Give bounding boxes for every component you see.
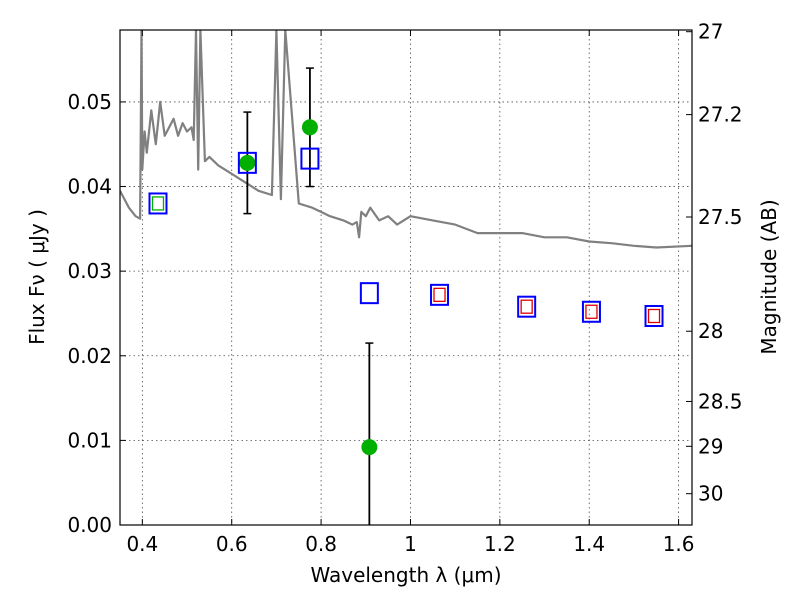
grid-lines: [120, 30, 692, 525]
model-spectrum-line: [120, 30, 692, 249]
model-photometry-square: [237, 151, 257, 174]
y2-tick-label: 29: [698, 434, 723, 458]
x-tick-label: 0.6: [216, 532, 248, 556]
y-tick-label: 0.03: [67, 259, 112, 283]
y-axis-title: Flux Fν ( μJy ): [25, 209, 49, 345]
model-photometry-square: [644, 305, 664, 327]
y2-axis-title: Magnitude (AB): [757, 199, 781, 354]
model-photometry-square: [430, 283, 450, 306]
x-tick-label: 1.6: [663, 532, 695, 556]
model-photometry-square: [148, 192, 168, 215]
inner-photometry-square: [151, 196, 165, 211]
y2-tick-label: 27: [698, 20, 723, 44]
model-photometry-square: [300, 147, 320, 170]
inner-photometry-square: [433, 287, 446, 302]
inner-photometry-square: [520, 299, 533, 314]
inner-photometry-square: [647, 308, 661, 324]
y2-tick-label: 27.5: [698, 205, 743, 229]
observed-point: [361, 439, 378, 456]
y2-tick-label: 27.2: [698, 103, 743, 127]
observed-point: [239, 154, 256, 171]
y-tick-label: 0.00: [67, 513, 112, 537]
y-tick-label: 0.02: [67, 344, 112, 368]
x-tick-label: 1.4: [573, 532, 605, 556]
inner-photometry-square: [585, 304, 598, 319]
tick-layer: 0.4 0.6 0.8 1 1.2 1.4 1.6 0.00 0.01 0.02 0.03 0.04 0…: [67, 20, 742, 556]
model-photometry-square: [359, 282, 379, 305]
plot-frame: [119, 29, 693, 526]
series-layer: [120, 30, 692, 525]
y2-tick-label: 30: [698, 482, 723, 506]
x-axis-title: Wavelength λ (μm): [310, 563, 501, 587]
y2-tick-label: 28: [698, 319, 723, 343]
x-tick-label: 1: [404, 532, 417, 556]
x-tick-label: 0.4: [126, 532, 158, 556]
y-tick-label: 0.04: [67, 175, 112, 199]
model-photometry-square: [517, 295, 537, 318]
y-tick-label: 0.05: [67, 90, 112, 114]
y-tick-label: 0.01: [67, 428, 112, 452]
x-tick-label: 0.8: [305, 532, 337, 556]
model-photometry-square: [581, 300, 601, 323]
x-tick-label: 1.2: [484, 532, 516, 556]
observed-point: [301, 119, 318, 136]
y2-tick-label: 28.5: [698, 389, 743, 413]
